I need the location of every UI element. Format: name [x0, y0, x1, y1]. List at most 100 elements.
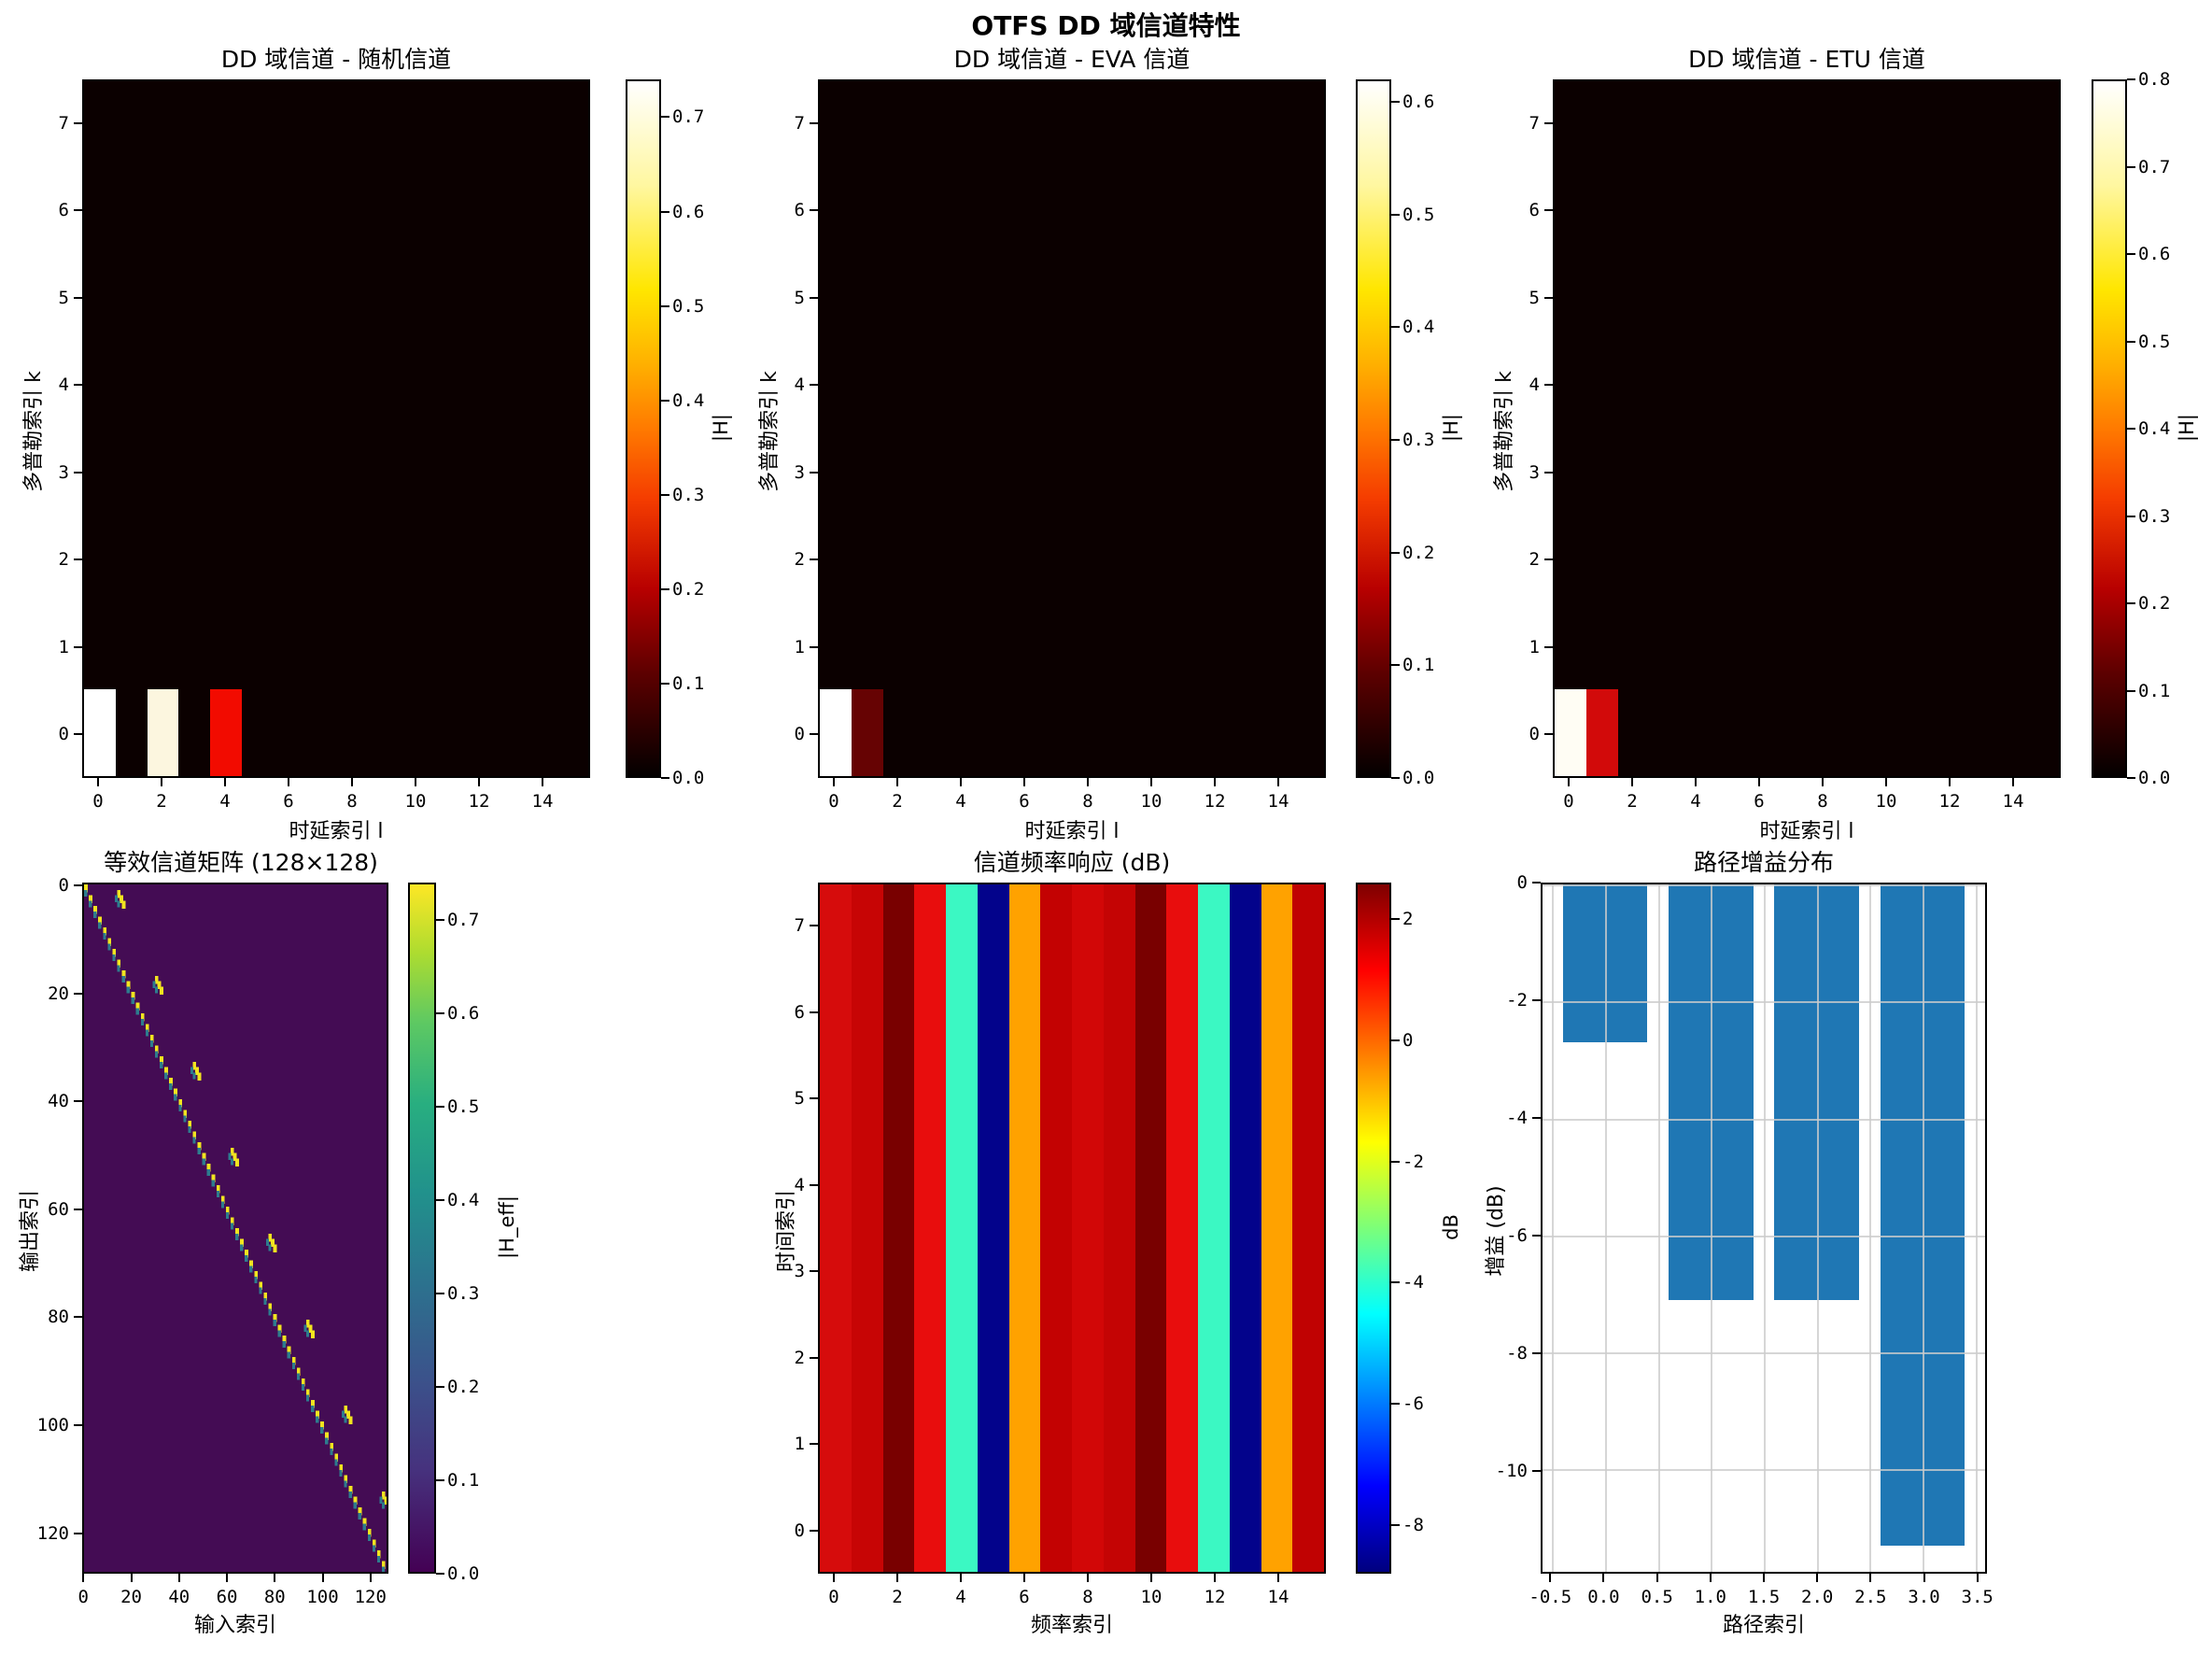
dd-eva-ylabel: 多普勒索引 k [758, 371, 782, 492]
matrix-cell [126, 981, 131, 990]
freq-column [851, 884, 883, 1572]
x-tick-mark [1923, 1574, 1925, 1582]
freq-column [1103, 884, 1135, 1572]
colorbar-tick-mark [436, 1106, 444, 1108]
x-tick-mark [1277, 778, 1279, 786]
colorbar-tick-label: 0.0 [1402, 768, 1435, 788]
y-tick-mark [810, 471, 818, 474]
matrix-cell [140, 1018, 145, 1026]
x-tick-label: 4 [1690, 791, 1701, 812]
x-tick-label: 6 [1019, 791, 1030, 812]
colorbar-tick-mark [2127, 78, 2135, 80]
dd-random-xlabel: 时延索引 l [289, 820, 384, 843]
matrix-cell [367, 1534, 372, 1542]
matrix-cell [119, 895, 123, 904]
grid-line-vertical [1552, 884, 1555, 1572]
matrix-cell [154, 986, 159, 994]
y-tick-label: 2 [794, 1347, 805, 1368]
x-tick-mark [1568, 778, 1570, 786]
matrix-cell [230, 1158, 234, 1166]
matrix-cell [117, 900, 120, 908]
y-tick-label: 2 [58, 549, 69, 571]
heatmap-cell [210, 689, 242, 776]
x-tick-label: 6 [1754, 791, 1765, 812]
matrix-cell [194, 1067, 199, 1076]
freq-column [1292, 884, 1324, 1572]
y-tick-mark [1544, 558, 1553, 561]
x-tick-mark [1655, 1574, 1658, 1582]
matrix-cell [154, 1051, 159, 1058]
x-tick-label: 0 [92, 791, 104, 812]
matrix-cell [268, 1233, 273, 1242]
matrix-cell [117, 965, 120, 972]
y-tick-label: 4 [794, 1174, 805, 1195]
grid-line-vertical [1975, 884, 1978, 1572]
x-tick-mark [1758, 778, 1760, 786]
y-tick-label: 100 [36, 1415, 69, 1436]
matrix-cell [379, 1496, 383, 1504]
y-tick-label: 3 [794, 461, 805, 483]
matrix-cell [282, 1340, 286, 1349]
freq-column [1008, 884, 1041, 1572]
x-tick-label: 4 [219, 791, 231, 812]
colorbar-tick-mark [436, 1386, 444, 1388]
y-tick-label: 4 [794, 375, 805, 396]
y-tick-mark [810, 733, 818, 736]
x-tick-label: 12 [1204, 1587, 1226, 1607]
x-tick-mark [226, 1574, 229, 1582]
matrix-cell [98, 922, 102, 929]
y-tick-mark [74, 1100, 82, 1103]
colorbar-tick-mark [436, 1199, 444, 1201]
x-tick-label: 0 [828, 791, 839, 812]
matrix-cell [160, 986, 163, 995]
colorbar-tick-label: 0.7 [672, 106, 705, 128]
y-tick-mark [74, 121, 82, 124]
x-tick-mark [478, 778, 480, 786]
matrix-cell [376, 1550, 381, 1559]
matrix-cell [154, 1045, 159, 1054]
colorbar-tick-mark [2127, 515, 2135, 517]
y-tick-mark [810, 1529, 818, 1532]
matrix-cell [114, 895, 119, 902]
colorbar-tick-mark [436, 919, 444, 921]
matrix-cell [268, 1303, 273, 1312]
matrix-cell [344, 1416, 347, 1423]
x-tick-label: 4 [955, 1587, 966, 1607]
matrix-cell [178, 1104, 182, 1112]
matrix-cell [178, 1099, 183, 1108]
subplot-path-gain-title: 路径增益分布 [1693, 849, 1834, 876]
x-tick-label: 80 [263, 1587, 286, 1607]
matrix-cell [268, 1244, 272, 1251]
dd-random-ylabel: 多普勒索引 k [22, 371, 46, 492]
freq-column [1072, 884, 1104, 1572]
matrix-cell [197, 1147, 201, 1155]
matrix-cell [192, 1131, 197, 1140]
figure-title: OTFS DD 域信道特性 [971, 10, 1241, 41]
matrix-cell [305, 1389, 310, 1398]
y-tick-label: 6 [1529, 200, 1540, 221]
matrix-cell [367, 1529, 372, 1537]
x-tick-label: 14 [531, 791, 554, 812]
matrix-cell [103, 932, 106, 940]
x-tick-mark [1695, 778, 1697, 786]
colorbar-tick-label: 0.5 [2138, 331, 2171, 352]
matrix-cell [164, 1072, 168, 1080]
y-tick-mark [810, 1183, 818, 1186]
x-tick-mark [1214, 778, 1216, 786]
x-tick-label: 8 [1817, 791, 1828, 812]
x-tick-label: 120 [354, 1587, 387, 1607]
colorbar-tick-label: 0.5 [447, 1096, 480, 1117]
matrix-cell [268, 1308, 272, 1316]
x-tick-label: 2.0 [1801, 1587, 1834, 1607]
matrix-cell [263, 1297, 267, 1306]
matrix-cell [197, 1142, 202, 1151]
matrix-cell [301, 1378, 305, 1387]
y-tick-mark [74, 645, 82, 648]
colorbar-tick-mark [661, 210, 669, 213]
x-tick-mark [1214, 1574, 1216, 1582]
x-tick-mark [1822, 778, 1824, 786]
colorbar-tick-label: 0.3 [672, 484, 705, 505]
matrix-cell [296, 1373, 301, 1380]
colorbar-tick-label: 0.6 [1402, 92, 1435, 113]
freq-column [1166, 884, 1198, 1572]
